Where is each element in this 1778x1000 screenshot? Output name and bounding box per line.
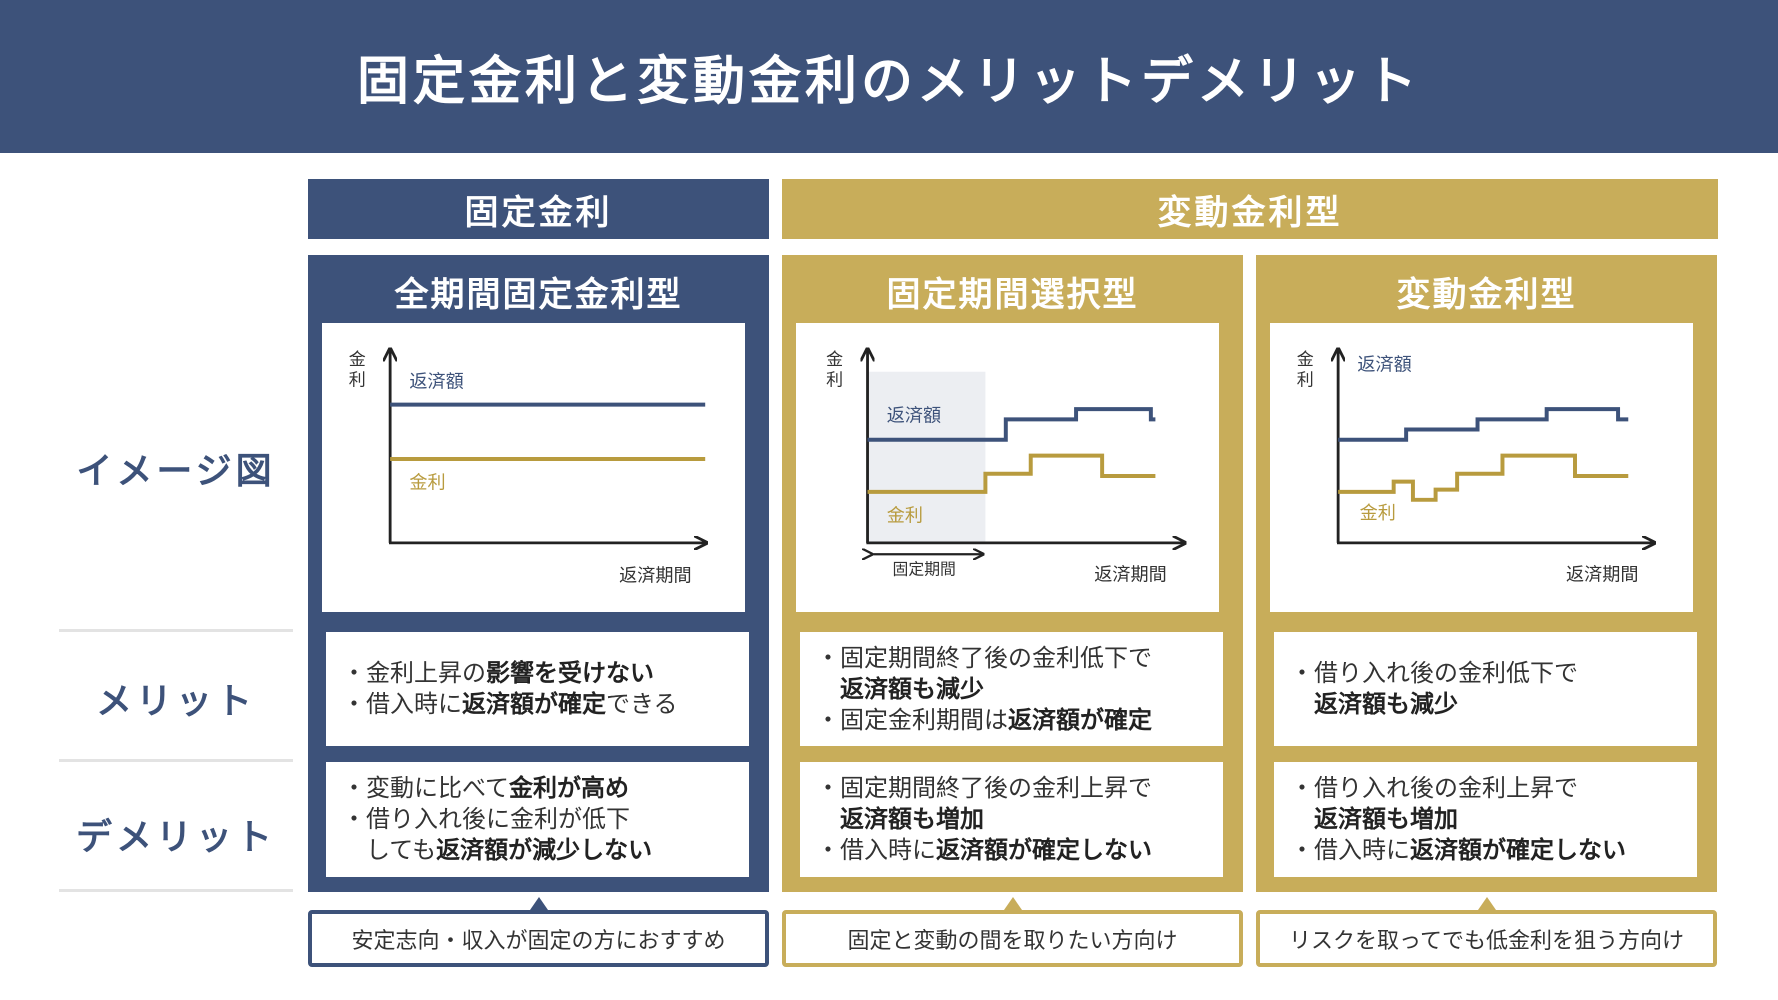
page-title: 固定金利と変動金利のメリットデメリット — [356, 52, 1421, 112]
merit-box: ・借り入れ後の金利低下で 返済額も減少 — [1274, 632, 1697, 746]
demerit-box: ・固定期間終了後の金利上昇で 返済額も増加・借入時に返済額が確定しない — [800, 762, 1223, 877]
repayment-label: 返済額 — [887, 406, 941, 427]
rate-line — [1338, 453, 1629, 502]
repayment-label: 返済額 — [1357, 355, 1411, 376]
pointer-triangle — [530, 897, 548, 910]
bullet-text: 変動に比べて — [366, 774, 510, 802]
bullet-text: できる — [606, 690, 678, 718]
repayment-line — [867, 407, 1156, 442]
row-label-demerit: デメリット — [75, 817, 276, 858]
bullet-item: ・借り入れ後の金利上昇で 返済額も増加 — [1290, 774, 1578, 833]
demerit-box: ・借り入れ後の金利上昇で 返済額も増加・借入時に返済額が確定しない — [1274, 762, 1697, 877]
bullet-text: 借り入れ後に金利が低下 — [366, 805, 630, 833]
y-axis-label: 金 — [349, 350, 366, 370]
bullet-item: ・固定期間終了後の金利上昇で 返済額も増加 — [816, 774, 1152, 833]
y-axis-label: 金 — [826, 350, 843, 370]
column-variable: 変動金利型 金 利 返済額 金利 返済期間 ・借り入れ後の金利低下で 返済額も減少… — [1256, 255, 1717, 892]
emphasis-text: 返済額も増加 — [1314, 805, 1458, 833]
divider — [59, 629, 293, 632]
demerit-box: ・変動に比べて金利が高め・借り入れ後に金利が低下 しても返済額が減少しない — [326, 762, 749, 877]
repayment-label: 返済額 — [409, 372, 463, 393]
column-title: 全期間固定金利型 — [394, 275, 683, 315]
rate-label: 金利 — [1360, 503, 1396, 524]
bullet-text: しても — [366, 836, 437, 864]
divider — [59, 759, 293, 762]
y-axis-label: 利 — [1297, 370, 1314, 390]
emphasis-text: 返済額が減少しない — [436, 836, 653, 864]
group-header-fixed: 固定金利 — [308, 179, 769, 239]
merit-box: ・金利上昇の影響を受けない ・借入時に返済額が確定できる — [326, 632, 749, 746]
repayment-line — [1338, 407, 1629, 442]
bullet-text: 金利上昇の — [366, 659, 486, 687]
emphasis-text: 返済額も減少 — [840, 674, 984, 703]
bullet-text: 借入時に — [840, 836, 936, 864]
bullet-item: ・借り入れ後の金利低下で 返済額も減少 — [1290, 659, 1578, 718]
emphasis-text: 返済額が確定しない — [936, 836, 1152, 864]
column-full-fixed: 全期間固定金利型 金 利 返済額 金利 返済期間 ・金利上昇の影響を受けない ・借… — [308, 255, 769, 892]
rate-label: 金利 — [887, 505, 923, 526]
recommendation-variable: リスクを取ってでも低金利を狙う方向け — [1256, 910, 1717, 967]
column-fixed-period: 固定期間選択型 金 利 返済額 金利 固定期間 返済期間 ・固定期間終了後の金利… — [782, 255, 1243, 892]
fixed-period-label: 固定期間 — [892, 560, 955, 579]
pointer-triangle — [1478, 897, 1496, 910]
bullet-text: 固定期間終了後の金利上昇で — [840, 774, 1152, 802]
y-axis-label: 利 — [349, 370, 366, 390]
row-label-image: イメージ図 — [76, 451, 276, 492]
merit-box: ・固定期間終了後の金利低下で 返済額も減少 ・固定金利期間は返済額が確定 — [800, 632, 1223, 746]
chart-full-fixed: 金 利 返済額 金利 返済期間 — [322, 323, 745, 612]
column-title: 変動金利型 — [1396, 275, 1577, 315]
chart-variable: 金 利 返済額 金利 返済期間 — [1270, 323, 1693, 612]
bullet-item: ・借入時に返済額が確定できる — [342, 690, 678, 718]
bullet-text: 固定金利期間は — [840, 705, 1008, 734]
header-banner: 固定金利と変動金利のメリットデメリット — [0, 0, 1778, 153]
bullet-text: 借入時に — [366, 690, 462, 718]
rate-label: 金利 — [409, 472, 445, 493]
rate-chart: 金 利 返済額 金利 返済期間 — [349, 323, 745, 586]
bullet-text: 借り入れ後の金利上昇で — [1314, 774, 1578, 802]
chart-fixed-period: 金 利 返済額 金利 固定期間 返済期間 — [796, 323, 1219, 612]
divider — [59, 889, 293, 892]
bullet-item: ・借り入れ後に金利が低下 しても返済額が減少しない — [342, 805, 653, 864]
bullet-item: ・固定期間終了後の金利低下で 返済額も減少 — [816, 643, 1152, 703]
recommendation-fixed-period: 固定と変動の間を取りたい方向け — [782, 910, 1243, 967]
fixed-period-shade — [867, 371, 986, 542]
bullet-item: ・金利上昇の影響を受けない — [342, 659, 654, 687]
pointer-triangle — [1004, 897, 1022, 910]
emphasis-text: 影響を受けない — [486, 659, 654, 687]
y-axis-label: 金 — [1297, 350, 1314, 370]
emphasis-text: 返済額も増加 — [840, 805, 984, 833]
group-header-variable: 変動金利型 — [782, 179, 1718, 239]
bullet-item: ・変動に比べて金利が高め — [342, 774, 630, 802]
rate-chart: 金 利 返済額 金利 固定期間 返済期間 — [826, 323, 1219, 585]
bullet-text: 固定期間終了後の金利低下で — [840, 643, 1152, 672]
recommendation-fixed: 安定志向・収入が固定の方におすすめ — [308, 910, 769, 967]
y-axis-label: 利 — [826, 370, 843, 390]
rate-chart: 金 利 返済額 金利 返済期間 — [1297, 323, 1693, 585]
bullet-text: 借入時に — [1314, 836, 1410, 864]
bullet-item: ・借入時に返済額が確定しない — [1290, 836, 1626, 864]
x-axis-label: 返済期間 — [619, 565, 692, 586]
column-title: 固定期間選択型 — [886, 275, 1139, 315]
emphasis-text: 返済額も減少 — [1314, 690, 1458, 718]
emphasis-text: 金利が高め — [509, 774, 630, 802]
emphasis-text: 返済額が確定 — [1008, 705, 1152, 734]
x-axis-label: 返済期間 — [1094, 564, 1167, 585]
row-label-merit: メリット — [95, 681, 256, 722]
emphasis-text: 返済額が確定 — [462, 690, 606, 718]
x-axis-label: 返済期間 — [1566, 564, 1639, 585]
bullet-item: ・固定金利期間は返済額が確定 — [816, 705, 1152, 734]
emphasis-text: 返済額が確定しない — [1410, 836, 1626, 864]
bullet-item: ・借入時に返済額が確定しない — [816, 836, 1152, 864]
rate-line — [867, 453, 1156, 494]
bullet-text: 借り入れ後の金利低下で — [1314, 659, 1578, 687]
